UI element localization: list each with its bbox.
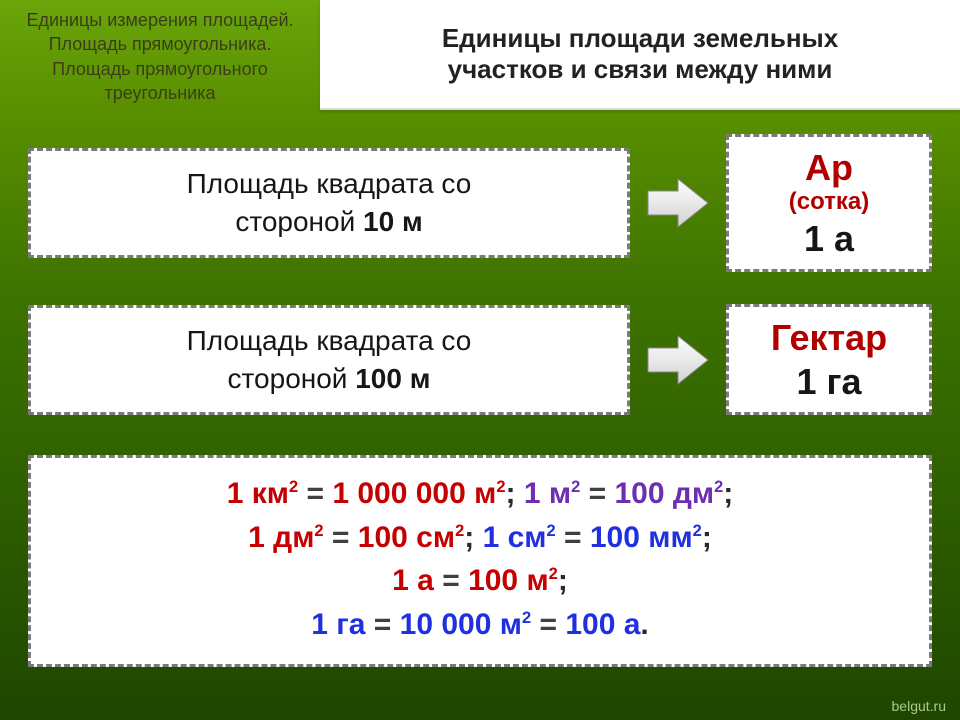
f-100a: 100 а (565, 608, 640, 641)
unit-title: Ар (737, 147, 921, 188)
f-million: 1 000 000 м (332, 477, 496, 510)
f-a: 1 а (392, 564, 434, 597)
f-eq: = (434, 564, 468, 597)
f-sep: ; (723, 477, 733, 510)
formula-line-4: 1 га = 10 000 м2 = 100 а. (43, 603, 917, 647)
arrow-wrap (630, 173, 726, 233)
unit-box: Ар (сотка) 1 а (726, 134, 932, 272)
formula-line-1: 1 км2 = 1 000 000 м2; 1 м2 = 100 дм2; (43, 472, 917, 516)
def-mid: стороной (228, 363, 356, 394)
title-line: Единицы площади земельных (442, 23, 838, 54)
f-eq: = (580, 477, 614, 510)
header-left: Единицы измерения площадей. Площадь прям… (0, 0, 320, 110)
formula-line-2: 1 дм2 = 100 см2; 1 см2 = 100 мм2; (43, 516, 917, 560)
definition-row: Площадь квадрата со стороной 100 м Гекта… (28, 304, 932, 415)
content-area: Площадь квадрата со стороной 10 м Ар (со… (0, 110, 960, 455)
f-ga: 1 га (311, 608, 365, 641)
unit-box: Гектар 1 га (726, 304, 932, 415)
header-left-line: Площадь прямоугольного (10, 57, 310, 81)
f-eq: = (556, 521, 590, 554)
f-sep: ; (464, 521, 482, 554)
arrow-right-icon (642, 173, 714, 233)
f-eq: = (531, 608, 565, 641)
formula-panel: 1 км2 = 1 000 000 м2; 1 м2 = 100 дм2; 1 … (28, 455, 932, 667)
title-line: участков и связи между ними (442, 54, 838, 85)
header-left-line: Площадь прямоугольника. (10, 32, 310, 56)
definition-text: Площадь квадрата со (49, 165, 609, 203)
f-sep: ; (558, 564, 568, 597)
header-left-line: треугольника (10, 81, 310, 105)
definition-box: Площадь квадрата со стороной 100 м (28, 305, 630, 415)
header-right: Единицы площади земельных участков и свя… (320, 0, 960, 110)
f-eq: = (298, 477, 332, 510)
watermark: belgut.ru (892, 698, 946, 714)
definition-text-2: стороной 10 м (49, 203, 609, 241)
arrow-wrap (630, 330, 726, 390)
f-cm2: 1 см (483, 521, 547, 554)
unit-symbol: 1 а (737, 218, 921, 259)
f-km: 1 км (227, 477, 289, 510)
f-eq: = (324, 521, 358, 554)
f-eq: = (365, 608, 399, 641)
definition-text: Площадь квадрата со (49, 322, 609, 360)
def-mid: стороной (235, 206, 363, 237)
arrow-right-icon (642, 330, 714, 390)
f-sep: ; (506, 477, 524, 510)
header-left-line: Единицы измерения площадей. (10, 8, 310, 32)
def-bold: 100 м (355, 363, 430, 394)
f-cm: 100 см (358, 521, 455, 554)
f-mm: 100 мм (590, 521, 693, 554)
f-dot: . (640, 608, 648, 641)
f-hm: 100 м (468, 564, 549, 597)
f-dm: 100 дм (614, 477, 714, 510)
header-row: Единицы измерения площадей. Площадь прям… (0, 0, 960, 110)
definition-row: Площадь квадрата со стороной 10 м Ар (со… (28, 134, 932, 272)
f-sep: ; (702, 521, 712, 554)
def-bold: 10 м (363, 206, 423, 237)
unit-symbol: 1 га (737, 361, 921, 402)
formula-line-3: 1 а = 100 м2; (43, 559, 917, 603)
definition-box: Площадь квадрата со стороной 10 м (28, 148, 630, 258)
f-m: 1 м (524, 477, 571, 510)
definition-text-2: стороной 100 м (49, 360, 609, 398)
f-dm2: 1 дм (248, 521, 314, 554)
unit-subtitle: (сотка) (737, 188, 921, 216)
unit-title: Гектар (737, 317, 921, 358)
f-10k: 10 000 м (400, 608, 522, 641)
